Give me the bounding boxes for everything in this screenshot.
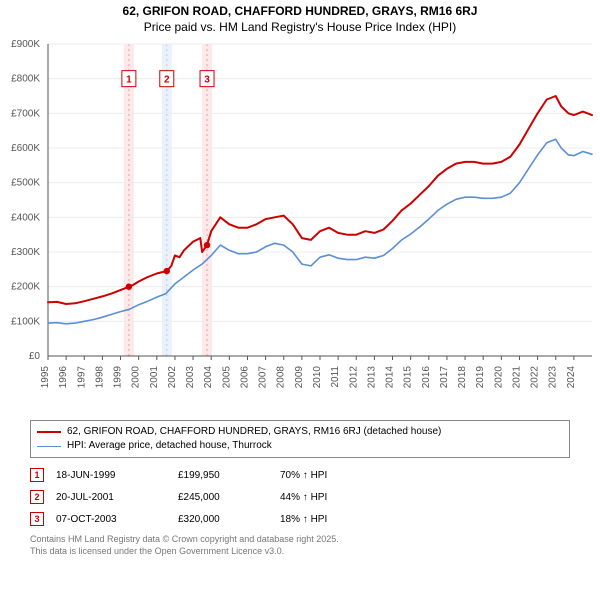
svg-text:1996: 1996 — [58, 366, 69, 389]
svg-text:£300K: £300K — [11, 247, 40, 258]
svg-text:2013: 2013 — [366, 366, 377, 389]
transaction-date: 18-JUN-1999 — [56, 470, 166, 481]
svg-text:2009: 2009 — [294, 366, 305, 389]
svg-text:£100K: £100K — [11, 316, 40, 327]
transaction-row: 2 20-JUL-2001 £245,000 44% ↑ HPI — [30, 486, 570, 508]
transaction-hpi: 18% ↑ HPI — [280, 514, 370, 525]
svg-text:2023: 2023 — [548, 366, 559, 389]
footnote: Contains HM Land Registry data © Crown c… — [30, 534, 570, 557]
svg-text:£500K: £500K — [11, 178, 40, 189]
footnote-line-2: This data is licensed under the Open Gov… — [30, 546, 570, 558]
legend: 62, GRIFON ROAD, CHAFFORD HUNDRED, GRAYS… — [30, 420, 570, 458]
svg-text:1998: 1998 — [94, 366, 105, 389]
transaction-index-box: 3 — [30, 512, 44, 526]
svg-text:2000: 2000 — [131, 366, 142, 389]
transaction-price: £320,000 — [178, 514, 268, 525]
transaction-hpi: 44% ↑ HPI — [280, 492, 370, 503]
svg-text:2020: 2020 — [493, 366, 504, 389]
transaction-row: 3 07-OCT-2003 £320,000 18% ↑ HPI — [30, 508, 570, 530]
chart-area: £0 £100K £200K £300K £400K £500K £600K £700K £80… — [0, 40, 600, 410]
svg-text:2014: 2014 — [385, 366, 396, 389]
svg-text:3: 3 — [204, 75, 210, 86]
title-line-2: Price paid vs. HM Land Registry's House … — [0, 20, 600, 34]
transaction-hpi: 70% ↑ HPI — [280, 470, 370, 481]
svg-text:2006: 2006 — [239, 366, 250, 389]
svg-text:1: 1 — [126, 75, 132, 86]
svg-text:2012: 2012 — [348, 366, 359, 389]
legend-label: HPI: Average price, detached house, Thur… — [67, 439, 272, 453]
transaction-row: 1 18-JUN-1999 £199,950 70% ↑ HPI — [30, 464, 570, 486]
svg-text:2017: 2017 — [439, 366, 450, 389]
svg-text:£700K: £700K — [11, 108, 40, 119]
transaction-price: £199,950 — [178, 470, 268, 481]
title-line-1: 62, GRIFON ROAD, CHAFFORD HUNDRED, GRAYS… — [0, 4, 600, 18]
legend-label: 62, GRIFON ROAD, CHAFFORD HUNDRED, GRAYS… — [67, 425, 441, 439]
transaction-date: 07-OCT-2003 — [56, 514, 166, 525]
svg-text:2016: 2016 — [421, 366, 432, 389]
svg-text:£600K: £600K — [11, 143, 40, 154]
svg-text:2011: 2011 — [330, 366, 341, 388]
svg-text:2001: 2001 — [149, 366, 160, 389]
line-chart-svg: £0 £100K £200K £300K £400K £500K £600K £700K £80… — [0, 40, 600, 410]
svg-text:2: 2 — [164, 75, 170, 86]
svg-text:2003: 2003 — [185, 366, 196, 389]
svg-text:2010: 2010 — [312, 366, 323, 389]
svg-text:£400K: £400K — [11, 212, 40, 223]
legend-row: HPI: Average price, detached house, Thur… — [37, 439, 563, 453]
legend-row: 62, GRIFON ROAD, CHAFFORD HUNDRED, GRAYS… — [37, 425, 563, 439]
svg-text:2024: 2024 — [566, 366, 577, 389]
svg-text:1995: 1995 — [40, 366, 51, 389]
svg-text:2008: 2008 — [276, 366, 287, 389]
svg-text:2021: 2021 — [511, 366, 522, 389]
chart-titles: 62, GRIFON ROAD, CHAFFORD HUNDRED, GRAYS… — [0, 0, 600, 34]
svg-text:£0: £0 — [29, 351, 41, 362]
svg-text:2015: 2015 — [403, 366, 414, 389]
svg-text:2005: 2005 — [221, 366, 232, 389]
svg-text:£200K: £200K — [11, 282, 40, 293]
transaction-date: 20-JUL-2001 — [56, 492, 166, 503]
svg-text:2002: 2002 — [167, 366, 178, 389]
svg-text:2022: 2022 — [530, 366, 541, 389]
svg-text:1999: 1999 — [113, 366, 124, 389]
svg-text:1997: 1997 — [76, 366, 87, 389]
svg-text:£900K: £900K — [11, 40, 40, 50]
legend-swatch — [37, 431, 61, 433]
svg-text:2018: 2018 — [457, 366, 468, 389]
svg-text:2007: 2007 — [258, 366, 269, 389]
transaction-price: £245,000 — [178, 492, 268, 503]
legend-swatch — [37, 446, 61, 447]
svg-text:£800K: £800K — [11, 74, 40, 85]
transaction-index-box: 2 — [30, 490, 44, 504]
transactions-table: 1 18-JUN-1999 £199,950 70% ↑ HPI 2 20-JUL-200… — [30, 464, 570, 530]
transaction-index-box: 1 — [30, 468, 44, 482]
footnote-line-1: Contains HM Land Registry data © Crown c… — [30, 534, 570, 546]
svg-text:2004: 2004 — [203, 366, 214, 389]
svg-text:2019: 2019 — [475, 366, 486, 389]
